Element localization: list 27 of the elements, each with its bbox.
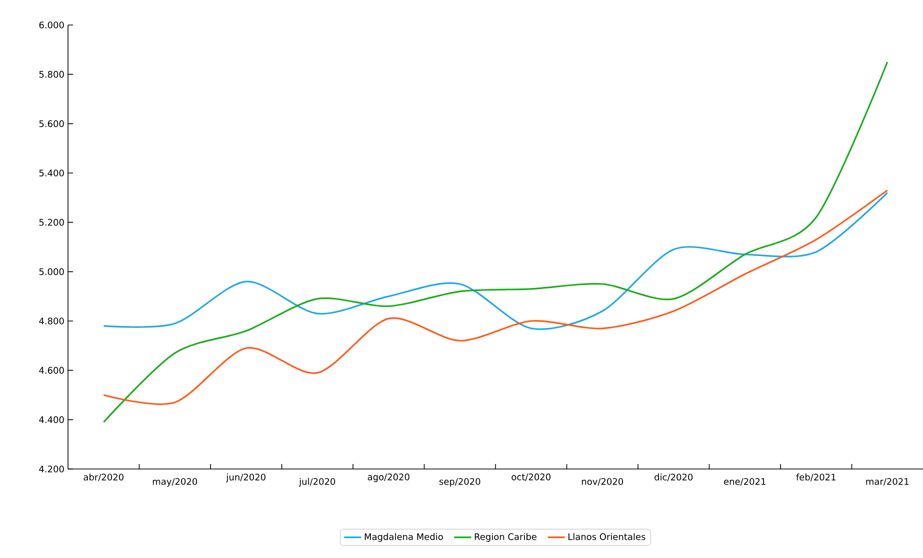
x-tick-label: mar/2021 <box>866 478 909 486</box>
x-tick-label: may/2020 <box>152 478 198 487</box>
x-tick-label: feb/2021 <box>796 474 836 482</box>
x-tick-label: jul/2020 <box>298 478 336 487</box>
x-tick-label: ene/2021 <box>724 478 766 486</box>
y-tick-label: 5.800 <box>39 70 64 78</box>
x-tick-label: ago/2020 <box>368 474 410 482</box>
x-tick-label: sep/2020 <box>439 478 480 487</box>
legend-label: Llanos Orientales <box>568 533 646 540</box>
y-tick-label: 4.200 <box>39 466 64 472</box>
y-tick-label: 4.400 <box>39 416 64 424</box>
y-tick-label: 5.000 <box>39 268 64 276</box>
line-series <box>102 192 888 330</box>
x-tick-label: abr/2020 <box>84 474 124 482</box>
x-tick-label: nov/2020 <box>582 478 624 486</box>
y-tick-label: 5.600 <box>39 120 64 128</box>
line-series <box>102 61 888 423</box>
y-tick-label: 5.400 <box>39 170 64 176</box>
y-tick-label: 4.800 <box>39 318 64 324</box>
legend-label: Magdalena Medio <box>364 533 443 542</box>
y-tick-label: 5.200 <box>39 218 64 226</box>
y-tick-label: 6.000 <box>39 22 64 28</box>
x-tick-label: jun/2020 <box>226 474 266 482</box>
y-tick-label: 4.600 <box>39 366 64 374</box>
legend-label: Region Caribe <box>474 533 536 542</box>
x-tick-label: dic/2020 <box>654 474 693 482</box>
x-tick-label: oct/2020 <box>512 474 550 482</box>
